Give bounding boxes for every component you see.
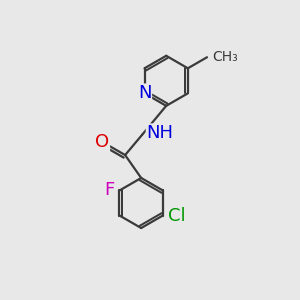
Text: O: O [95, 133, 109, 151]
Text: Cl: Cl [168, 206, 186, 224]
Text: F: F [104, 182, 114, 200]
Text: N: N [138, 84, 151, 102]
Text: CH₃: CH₃ [212, 50, 238, 64]
Text: NH: NH [147, 124, 174, 142]
